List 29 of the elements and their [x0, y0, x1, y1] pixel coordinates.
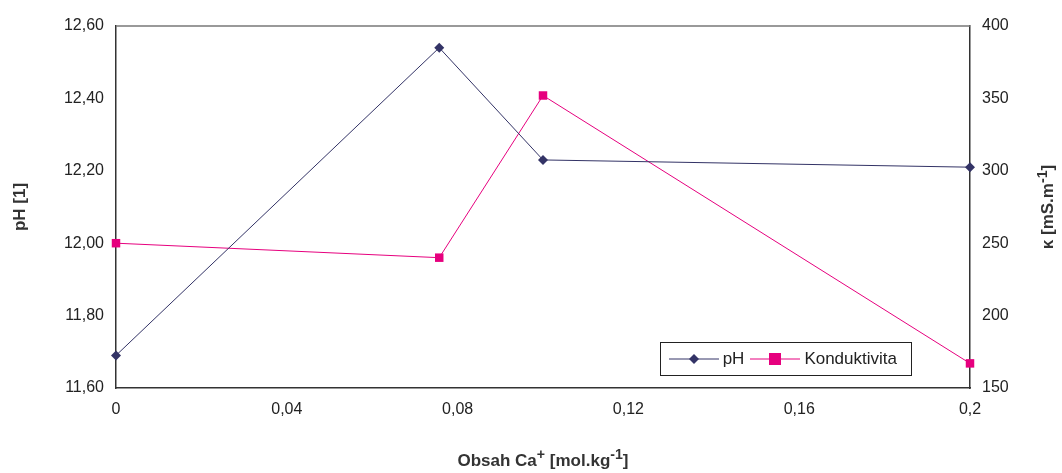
x-tick-label: 0,2	[958, 400, 982, 418]
y-tick-label: 12,20	[63, 161, 105, 179]
point	[538, 91, 548, 100]
x-tick-label: 0,16	[783, 400, 815, 418]
x-tick-label: 0,04	[271, 400, 303, 418]
point	[538, 154, 548, 165]
legend-label: Konduktivita	[804, 349, 897, 369]
y2-tick-label: 350	[982, 88, 1009, 106]
y2-tick-label: 200	[982, 306, 1009, 324]
y2-tick-label: 400	[982, 16, 1009, 34]
point	[965, 359, 975, 368]
point	[434, 42, 445, 53]
point	[435, 253, 444, 262]
point	[965, 162, 975, 173]
x-tick-label: 0,12	[612, 400, 645, 418]
x-tick-label: 0	[111, 400, 121, 418]
y2-tick-label: 250	[982, 233, 1009, 251]
y2-tick-label: 300	[982, 161, 1009, 179]
y-tick-label: 12,60	[63, 16, 105, 34]
y2-tick-label: 150	[982, 378, 1009, 396]
y-tick-label: 12,00	[63, 233, 105, 251]
legend-label: pH	[722, 349, 745, 369]
y-axis-title: pH [1]	[10, 182, 30, 232]
x-tick-label: 0,08	[442, 400, 474, 418]
y-tick-label: 11,60	[65, 378, 105, 396]
y-tick-label: 11,80	[65, 306, 105, 324]
point	[111, 350, 121, 361]
y-tick-label: 12,40	[63, 88, 105, 106]
x-axis-title: Obsah Ca$^{+}$ [mol.kg$^{-1}$]	[457, 446, 629, 471]
